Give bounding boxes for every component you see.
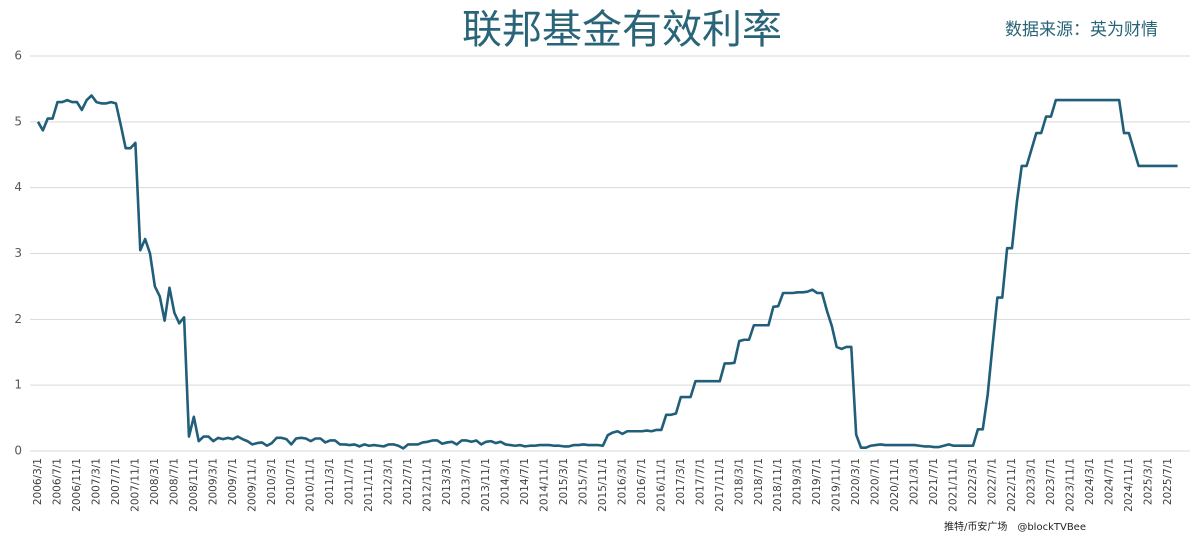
x-tick-label: 2009/11/1 (246, 458, 258, 512)
x-tick-label: 2018/3/1 (733, 458, 745, 505)
x-tick-label: 2008/11/1 (188, 458, 200, 512)
x-tick-label: 2008/3/1 (149, 458, 161, 505)
x-tick-label: 2016/7/1 (636, 458, 648, 505)
x-tick-label: 2007/3/1 (90, 458, 102, 505)
x-tick-label: 2012/11/1 (422, 458, 434, 512)
x-tick-label: 2011/3/1 (324, 458, 336, 505)
x-tick-label: 2012/3/1 (383, 458, 395, 505)
source-note: 数据来源：英为财情 (1005, 20, 1158, 40)
x-tick-label: 2025/7/1 (1162, 458, 1174, 505)
x-tick-label: 2023/11/1 (1064, 458, 1076, 512)
x-tick-label: 2016/3/1 (616, 458, 628, 505)
watermark: 推特/币安广场 @blockTVBee (944, 520, 1086, 533)
data-line (36, 94, 1178, 450)
x-tick-label: 2010/3/1 (266, 458, 278, 505)
x-tick-label: 2015/7/1 (577, 458, 589, 505)
x-tick-label: 2009/7/1 (227, 458, 239, 505)
y-tick-label: 0 (14, 444, 22, 458)
x-tick-label: 2011/11/1 (363, 458, 375, 512)
y-tick-label: 3 (14, 246, 22, 260)
x-tick-label: 2021/11/1 (948, 458, 960, 512)
x-tick-label: 2016/11/1 (655, 458, 667, 512)
x-tick-label: 2023/3/1 (1025, 458, 1037, 505)
x-tick-label: 2019/11/1 (831, 458, 843, 512)
y-tick-label: 4 (14, 180, 22, 194)
chart-title: 联邦基金有效利率 (462, 7, 782, 53)
x-tick-label: 2017/11/1 (714, 458, 726, 512)
x-tick-label: 2024/11/1 (1123, 458, 1135, 512)
x-tick-label: 2025/3/1 (1142, 458, 1154, 505)
x-tick-label: 2010/11/1 (305, 458, 317, 512)
x-tick-label: 2020/7/1 (870, 458, 882, 505)
y-tick-label: 6 (14, 49, 22, 63)
x-tick-label: 2015/3/1 (558, 458, 570, 505)
x-tick-label: 2014/7/1 (519, 458, 531, 505)
x-tick-label: 2019/3/1 (792, 458, 804, 505)
x-tick-label: 2006/3/1 (32, 458, 44, 505)
x-tick-label: 2024/3/1 (1084, 458, 1096, 505)
x-tick-label: 2013/3/1 (441, 458, 453, 505)
x-tick-label: 2021/7/1 (928, 458, 940, 505)
x-tick-label: 2017/7/1 (694, 458, 706, 505)
x-tick-label: 2011/7/1 (344, 458, 356, 505)
x-tick-label: 2017/3/1 (675, 458, 687, 505)
x-tick-label: 2020/3/1 (850, 458, 862, 505)
x-tick-label: 2012/7/1 (402, 458, 414, 505)
x-tick-label: 2008/7/1 (168, 458, 180, 505)
x-tick-label: 2014/11/1 (538, 458, 550, 512)
x-tick-label: 2020/11/1 (889, 458, 901, 512)
x-tick-label: 2013/11/1 (480, 458, 492, 512)
x-tick-label: 2022/7/1 (987, 458, 999, 505)
x-tick-label: 2018/11/1 (772, 458, 784, 512)
x-tick-label: 2023/7/1 (1045, 458, 1057, 505)
x-tick-label: 2009/3/1 (207, 458, 219, 505)
x-tick-label: 2015/11/1 (597, 458, 609, 512)
x-tick-label: 2014/3/1 (500, 458, 512, 505)
x-tick-label: 2006/11/1 (71, 458, 83, 512)
x-tick-label: 2013/7/1 (461, 458, 473, 505)
x-tick-label: 2006/7/1 (51, 458, 63, 505)
x-tick-label: 2024/7/1 (1103, 458, 1115, 505)
y-tick-label: 5 (14, 114, 22, 128)
y-tick-label: 1 (14, 378, 22, 392)
x-tick-label: 2021/3/1 (909, 458, 921, 505)
x-tick-label: 2018/7/1 (753, 458, 765, 505)
x-tick-label: 2010/7/1 (285, 458, 297, 505)
x-tick-label: 2022/3/1 (967, 458, 979, 505)
x-tick-label: 2007/11/1 (129, 458, 141, 512)
x-tick-label: 2007/7/1 (110, 458, 122, 505)
x-tick-label: 2022/11/1 (1006, 458, 1018, 512)
y-tick-label: 2 (14, 312, 22, 326)
x-tick-label: 2019/7/1 (811, 458, 823, 505)
